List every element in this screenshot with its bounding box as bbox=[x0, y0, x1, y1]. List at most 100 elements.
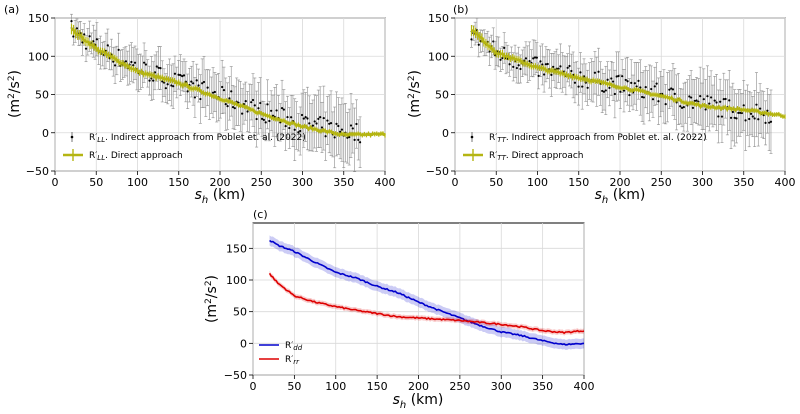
panel-a-indirect-point bbox=[148, 79, 151, 82]
panel-b-indirect-point bbox=[753, 117, 756, 120]
panel-b-indirect-point bbox=[570, 69, 573, 73]
panel-b-direct-line bbox=[471, 29, 786, 118]
panel-a-indirect-point bbox=[333, 136, 336, 139]
panel-a-y-tick-label: 150 bbox=[28, 12, 49, 25]
panel-b-legend: R′TT. Indirect approach from Poblet et. … bbox=[463, 132, 707, 162]
panel-a-indirect-point bbox=[244, 100, 247, 103]
panel-b-indirect-point bbox=[644, 86, 647, 89]
panel-a-indirect-point bbox=[351, 127, 354, 130]
panel-a-indirect-point bbox=[357, 138, 360, 141]
panel-a-indirect-point bbox=[311, 124, 314, 127]
panel-c-legend: R′dd R′rr bbox=[259, 341, 303, 366]
panel-a-indirect-point bbox=[117, 48, 120, 51]
panel-a-indirect-point bbox=[201, 82, 204, 85]
panel-b-y-tick-label: 0 bbox=[442, 127, 449, 140]
panel-b-indirect-point bbox=[702, 98, 705, 101]
panel-b-indirect-point bbox=[624, 78, 627, 82]
panel-a-indirect-point bbox=[299, 129, 302, 133]
panel-b-indirect-point bbox=[608, 86, 611, 89]
panel-a-indirect-point bbox=[222, 88, 226, 92]
panel-c-legend-label-rr: R′rr bbox=[285, 355, 300, 366]
panel-a-indirect-point bbox=[320, 126, 324, 129]
panel-b-x-axis-label: sh (km) bbox=[595, 187, 646, 206]
panel-b-indirect-point bbox=[477, 43, 480, 46]
panel-b-indirect-point bbox=[709, 96, 713, 99]
panel-a-legend-indirect-marker bbox=[70, 135, 74, 139]
panel-a-indirect-point bbox=[348, 135, 351, 139]
panel-a-indirect-point bbox=[355, 122, 358, 126]
panel-a-indirect-point bbox=[264, 121, 267, 124]
panel-c-x-tick-label: 200 bbox=[408, 380, 429, 393]
panel-a-x-tick-label: 300 bbox=[292, 176, 313, 189]
panel-a-indirect-point bbox=[284, 124, 287, 128]
panel-b-indirect-point bbox=[503, 46, 506, 50]
panel-a-indirect-point bbox=[251, 98, 255, 102]
panel-b-indirect-point bbox=[610, 77, 613, 80]
panel-b-indirect-point bbox=[737, 111, 740, 115]
panel-b-indirect-point bbox=[670, 87, 673, 90]
panel-b-x-tick-label: 300 bbox=[692, 176, 713, 189]
panel-b-indirect-point bbox=[524, 57, 528, 60]
panel-a-indirect-point bbox=[193, 96, 197, 99]
panel-a-indirect-point bbox=[83, 33, 86, 36]
panel-b-indirect-point bbox=[550, 73, 553, 77]
panel-b-indirect-point bbox=[639, 86, 642, 89]
panel-c-legend-label-dd: R′dd bbox=[285, 341, 303, 352]
panel-a-indirect-point bbox=[195, 79, 198, 82]
panel-b-indirect-point bbox=[728, 99, 731, 102]
panel-b-indirect-point bbox=[748, 117, 751, 121]
panel-a-indirect-point bbox=[297, 131, 300, 134]
panel-b-indirect-point bbox=[651, 98, 655, 101]
panel-c-x-tick-label: 50 bbox=[287, 380, 301, 393]
panel-a-indirect-point bbox=[143, 61, 146, 64]
panel-b-indirect-point bbox=[720, 115, 724, 118]
panel-b-x-tick-label: 100 bbox=[527, 176, 548, 189]
panel-a-x-tick-label: 350 bbox=[333, 176, 354, 189]
panel-b-legend-direct-label: R′TT. Direct approach bbox=[489, 151, 584, 162]
panel-a-indirect-point bbox=[228, 97, 231, 100]
panel-a-indirect-point bbox=[213, 90, 216, 94]
panel-b-indirect-point bbox=[615, 75, 618, 78]
panel-b-indirect-point bbox=[470, 38, 473, 41]
panel-b-indirect-point bbox=[519, 67, 522, 71]
panel-a-indirect-point bbox=[255, 117, 258, 121]
panel-a-indirect-point bbox=[233, 107, 236, 110]
panel-b-indirect-point bbox=[517, 64, 520, 67]
panel-a-indirect-point bbox=[173, 72, 177, 75]
panel-c-x-tick-label: 150 bbox=[367, 380, 388, 393]
panel-a-indirect-point bbox=[88, 35, 91, 38]
panel-b-indirect-point bbox=[740, 111, 744, 115]
panel-b-indirect-point bbox=[729, 116, 733, 119]
panel-a-indirect-point bbox=[155, 65, 158, 68]
panel-a-y-tick-label: 0 bbox=[42, 127, 49, 140]
panel-b-indirect-point bbox=[757, 118, 760, 121]
panel-a-indirect-point bbox=[302, 117, 305, 120]
panel-a-label: (a) bbox=[4, 3, 19, 16]
panel-a-indirect-point bbox=[172, 85, 175, 88]
panel-c-y-tick-label: 100 bbox=[226, 274, 247, 287]
panel-a-indirect-point bbox=[199, 97, 202, 101]
panel-b-indirect-point bbox=[611, 80, 615, 83]
panel-b-indirect-point bbox=[552, 65, 555, 68]
panel-b-x-tick-label: 0 bbox=[452, 176, 459, 189]
panel-a-indirect-point bbox=[70, 20, 73, 23]
panel-b-indirect-point bbox=[633, 82, 636, 85]
panel-b-indirect-point bbox=[622, 89, 626, 92]
panel-b-indirect-point bbox=[735, 117, 738, 120]
panel-a-indirect-point bbox=[246, 110, 249, 113]
panel-a-indirect-point bbox=[319, 116, 322, 119]
panel-b-indirect-point bbox=[501, 56, 504, 60]
panel-b-indirect-point bbox=[724, 97, 727, 101]
panel-c-y-axis-label: (m2/s2) bbox=[204, 275, 220, 323]
panel-b-indirect-point bbox=[749, 112, 753, 115]
panel-b-indirect-point bbox=[657, 100, 660, 103]
panel-a-indirect-point bbox=[230, 90, 233, 93]
panel-b-indirect-point bbox=[739, 111, 742, 114]
panel-c-x-tick-label: 350 bbox=[532, 380, 553, 393]
panel-c-y-tick-label: 50 bbox=[233, 306, 247, 319]
panel-b-x-tick-label: 400 bbox=[775, 176, 796, 189]
panel-b-indirect-point bbox=[532, 57, 535, 60]
panel-b-indirect-point bbox=[733, 116, 736, 119]
